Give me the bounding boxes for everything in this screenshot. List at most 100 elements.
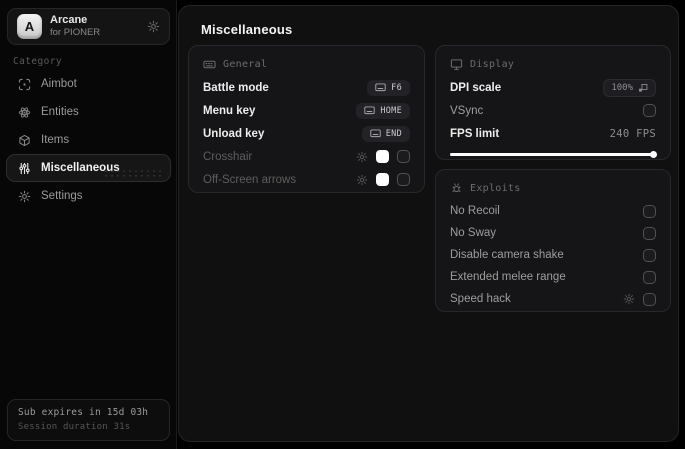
- fps-limit-slider[interactable]: [450, 150, 657, 158]
- setting-label: Battle mode: [203, 81, 269, 94]
- sidebar-item-aimbot[interactable]: Aimbot: [6, 70, 171, 98]
- fps-limit-value: 240 FPS: [609, 127, 656, 140]
- setting-label: Extended melee range: [450, 271, 566, 283]
- sidebar-item-label: Settings: [41, 190, 83, 202]
- row-controls: [356, 173, 410, 186]
- subscription-info-card: Sub expires in 15d 03h Session duration …: [7, 399, 170, 441]
- setting-row-unload-key: Unload key END: [203, 122, 410, 145]
- sidebar-item-label: Entities: [41, 106, 79, 118]
- sidebar-item-miscellaneous[interactable]: Miscellaneous: [6, 154, 171, 182]
- fps-slider-fill: [450, 152, 656, 156]
- display-card: Display DPI scale 100% VSync FPS limit 2…: [435, 45, 671, 160]
- keyboard-icon: [375, 83, 386, 92]
- offscreen-arrows-checkbox[interactable]: [397, 173, 410, 186]
- sidebar-nav: Aimbot Entities Items: [6, 70, 171, 210]
- bug-icon: [450, 182, 463, 195]
- setting-label: VSync: [450, 104, 484, 117]
- dpi-scale-select[interactable]: 100%: [603, 78, 656, 97]
- no-sway-checkbox[interactable]: [643, 226, 656, 240]
- slider-knob[interactable]: [650, 150, 657, 158]
- keybind-button-menu-key[interactable]: HOME: [356, 102, 410, 119]
- setting-row-offscreen-arrows: Off-Screen arrows: [203, 168, 410, 191]
- row-controls: [623, 292, 656, 306]
- keyboard-icon: [203, 58, 216, 71]
- page-title: Miscellaneous: [201, 22, 293, 37]
- keybind-value: END: [385, 128, 402, 139]
- setting-label: Off-Screen arrows: [203, 173, 297, 186]
- scan-icon: [18, 78, 31, 91]
- setting-row-battle-mode: Battle mode F6: [203, 76, 410, 99]
- general-card-title: General: [223, 58, 268, 70]
- app-subtitle: for PIONER: [50, 26, 101, 38]
- atom-icon: [18, 106, 31, 119]
- main-panel: Miscellaneous General Battle mode F6: [178, 5, 679, 442]
- sidebar: A Arcane for PIONER Category Aimbot: [0, 0, 177, 449]
- vsync-checkbox[interactable]: [643, 104, 656, 117]
- disable-camera-shake-checkbox[interactable]: [643, 248, 656, 262]
- dots-decoration: [103, 169, 161, 178]
- gear-icon[interactable]: [623, 293, 635, 305]
- sidebar-item-entities[interactable]: Entities: [6, 98, 171, 126]
- extended-melee-range-checkbox[interactable]: [643, 270, 656, 284]
- setting-label: Disable camera shake: [450, 249, 564, 261]
- keybind-value: HOME: [380, 105, 402, 116]
- setting-label: No Recoil: [450, 205, 500, 217]
- setting-row-disable-camera-shake: Disable camera shake: [450, 244, 656, 266]
- sidebar-item-label: Aimbot: [41, 78, 77, 90]
- general-card: General Battle mode F6 Menu key: [188, 45, 425, 193]
- general-card-header: General: [203, 56, 410, 72]
- app-logo: A: [17, 14, 42, 39]
- color-swatch[interactable]: [376, 150, 389, 163]
- sidebar-item-settings[interactable]: Settings: [6, 182, 171, 210]
- exploits-card: Exploits No Recoil No Sway Disable camer…: [435, 169, 671, 312]
- setting-row-dpi-scale: DPI scale 100%: [450, 76, 656, 99]
- crosshair-checkbox[interactable]: [397, 150, 410, 163]
- dpi-scale-value: 100%: [611, 82, 633, 93]
- scale-icon: [638, 83, 648, 93]
- gear-icon: [18, 190, 31, 203]
- keyboard-icon: [364, 106, 376, 115]
- sidebar-item-items[interactable]: Items: [6, 126, 171, 154]
- keybind-value: F6: [391, 82, 402, 93]
- setting-row-speed-hack: Speed hack: [450, 288, 656, 310]
- color-swatch[interactable]: [376, 173, 389, 186]
- setting-row-extended-melee-range: Extended melee range: [450, 266, 656, 288]
- display-card-title: Display: [470, 58, 515, 70]
- gear-icon[interactable]: [356, 174, 368, 186]
- sub-expiry-text: Sub expires in 15d 03h: [18, 407, 149, 418]
- gear-icon[interactable]: [147, 20, 160, 33]
- package-icon: [18, 134, 31, 147]
- keybind-button-unload-key[interactable]: END: [361, 125, 410, 142]
- setting-row-vsync: VSync: [450, 99, 656, 122]
- setting-label: Unload key: [203, 127, 265, 140]
- app-header-card: A Arcane for PIONER: [7, 8, 170, 45]
- setting-label: Crosshair: [203, 150, 253, 163]
- setting-label: Menu key: [203, 104, 256, 117]
- monitor-icon: [450, 58, 463, 71]
- setting-row-crosshair: Crosshair: [203, 145, 410, 168]
- speed-hack-checkbox[interactable]: [643, 292, 656, 306]
- display-card-header: Display: [450, 56, 656, 72]
- setting-row-menu-key: Menu key HOME: [203, 99, 410, 122]
- keybind-button-battle-mode[interactable]: F6: [367, 79, 410, 96]
- no-recoil-checkbox[interactable]: [643, 204, 656, 218]
- setting-label: Speed hack: [450, 293, 511, 305]
- sidebar-item-label: Items: [41, 134, 70, 146]
- setting-row-no-sway: No Sway: [450, 222, 656, 244]
- setting-label: FPS limit: [450, 127, 500, 140]
- sliders-icon: [18, 162, 31, 175]
- setting-row-fps-limit: FPS limit 240 FPS: [450, 122, 656, 145]
- setting-label: No Sway: [450, 227, 497, 239]
- app-name: Arcane: [50, 13, 88, 26]
- sidebar-item-label: Miscellaneous: [41, 162, 120, 174]
- category-label: Category: [13, 56, 62, 67]
- setting-row-no-recoil: No Recoil: [450, 200, 656, 222]
- setting-label: DPI scale: [450, 81, 502, 94]
- session-duration-text: Session duration 31s: [18, 422, 131, 432]
- exploits-card-header: Exploits: [450, 180, 656, 196]
- app-titles: Arcane for PIONER: [50, 14, 100, 40]
- gear-icon[interactable]: [356, 151, 368, 163]
- keyboard-icon: [370, 129, 381, 138]
- exploits-card-title: Exploits: [470, 182, 521, 194]
- row-controls: [356, 150, 410, 163]
